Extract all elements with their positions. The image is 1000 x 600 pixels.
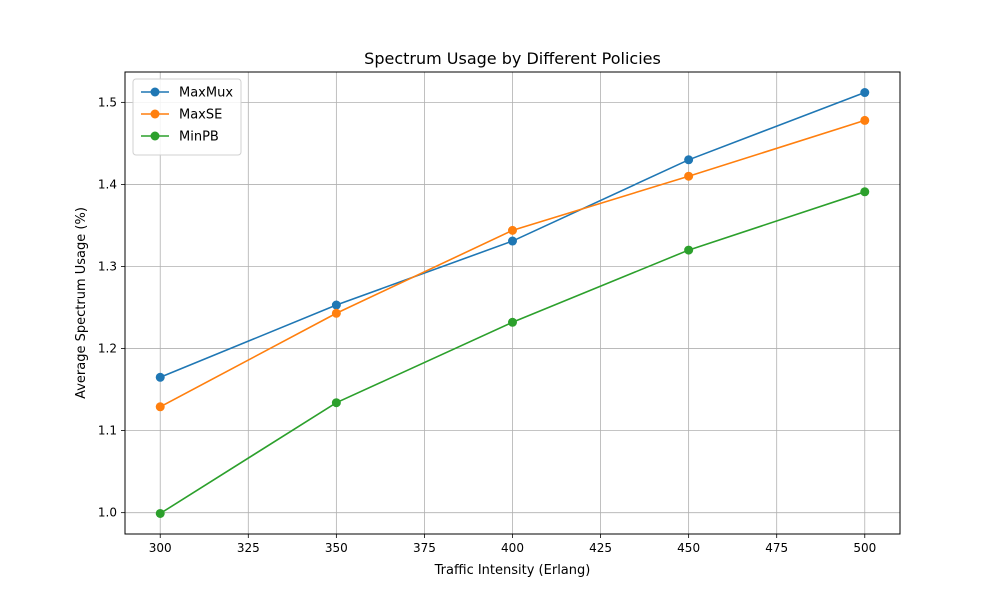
x-tick-label: 300 — [149, 541, 172, 555]
x-tick-label: 475 — [765, 541, 788, 555]
x-tick-label: 450 — [677, 541, 700, 555]
legend: MaxMux MaxSE MinPB — [132, 78, 242, 156]
legend-label-maxmux: MaxMux — [179, 86, 233, 101]
data-point-maxmux — [684, 155, 694, 165]
data-point-minpb — [684, 245, 694, 255]
y-axis-label: Average Spectrum Usage (%) — [74, 207, 89, 399]
x-tick-label: 325 — [237, 541, 260, 555]
x-tick-label: 500 — [853, 541, 876, 555]
data-point-maxmux — [508, 236, 517, 246]
x-tick-label: 375 — [413, 541, 436, 555]
data-point-maxse — [684, 171, 694, 181]
x-tick-label: 425 — [589, 541, 612, 555]
data-point-minpb — [155, 508, 165, 518]
chart-title: Spectrum Usage by Different Policies — [364, 49, 661, 68]
series-maxse — [155, 115, 870, 412]
data-point-maxmux — [860, 88, 870, 98]
legend-label-maxse: MaxSE — [179, 108, 222, 123]
x-tick-label: 350 — [325, 541, 348, 555]
x-axis-label: Traffic Intensity (Erlang) — [434, 563, 591, 578]
data-point-maxse — [331, 308, 341, 318]
legend-marker-minpb — [150, 131, 160, 141]
legend-label-minpb: MinPB — [179, 130, 219, 145]
data-point-maxse — [860, 115, 870, 125]
legend-marker-maxmux — [150, 87, 160, 97]
series-layer — [155, 88, 870, 518]
series-maxmux — [155, 88, 870, 382]
y-tick-label: 1.3 — [98, 259, 117, 273]
legend-marker-maxse — [150, 109, 160, 119]
data-point-maxse — [508, 225, 517, 235]
y-tick-label: 1.5 — [98, 95, 117, 109]
x-tick-label: 400 — [501, 541, 524, 555]
y-tick-label: 1.4 — [98, 177, 117, 191]
data-point-minpb — [508, 317, 517, 327]
data-point-minpb — [860, 187, 870, 197]
y-tick-label: 1.2 — [98, 342, 117, 356]
data-point-maxmux — [331, 300, 341, 310]
y-tick-label: 1.0 — [98, 506, 117, 520]
series-minpb — [155, 187, 870, 518]
y-tick-label: 1.1 — [98, 424, 117, 438]
data-point-maxse — [155, 402, 165, 412]
data-point-minpb — [331, 398, 341, 408]
ticks: 300 325 350 375 400 425 450 475 500 1.0 1.1 1.2 1.3 1… — [98, 95, 876, 555]
data-point-maxmux — [155, 372, 165, 382]
